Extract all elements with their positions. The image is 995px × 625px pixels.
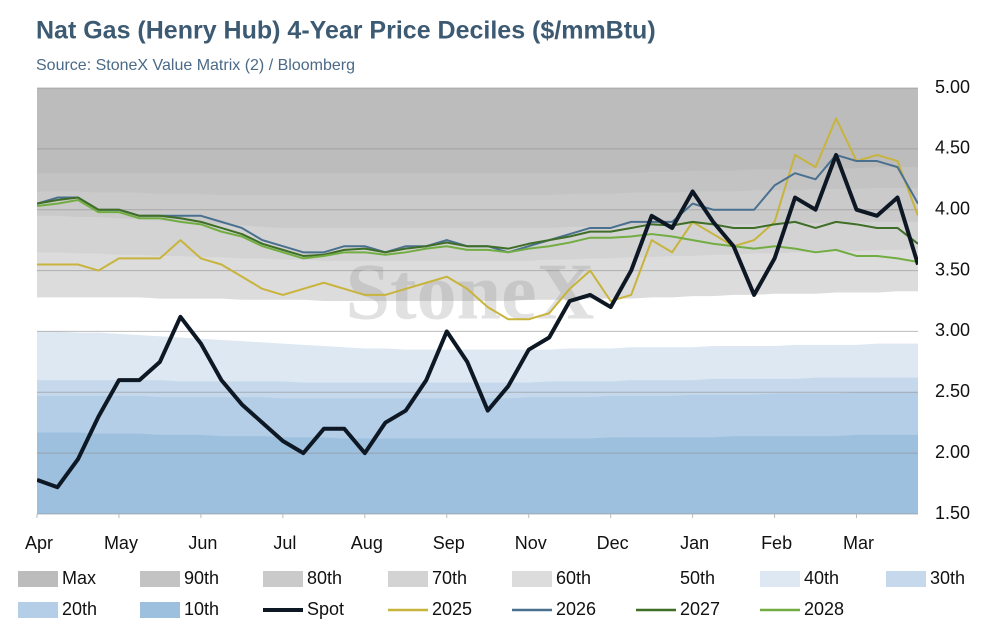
legend-label: 10th bbox=[184, 599, 219, 619]
legend-label: 50th bbox=[680, 568, 715, 588]
legend-swatch bbox=[760, 571, 800, 587]
x-tick-label: Mar bbox=[843, 533, 874, 553]
legend-label: 30th bbox=[930, 568, 965, 588]
y-tick-label: 2.50 bbox=[935, 381, 970, 401]
x-tick-label: Aug bbox=[351, 533, 383, 553]
legend-label: 2028 bbox=[804, 599, 844, 619]
x-tick-label: Dec bbox=[597, 533, 629, 553]
y-tick-label: 5.00 bbox=[935, 77, 970, 97]
x-tick-label: Sep bbox=[433, 533, 465, 553]
y-tick-label: 4.00 bbox=[935, 198, 970, 218]
series-line bbox=[37, 198, 918, 264]
x-tick-label: Apr bbox=[25, 533, 53, 553]
x-tick-label: Feb bbox=[761, 533, 792, 553]
legend-swatch bbox=[512, 571, 552, 587]
x-tick-label: Jun bbox=[188, 533, 217, 553]
chart-title: Nat Gas (Henry Hub) 4-Year Price Deciles… bbox=[36, 17, 656, 45]
legend-label: 80th bbox=[307, 568, 342, 588]
series-line bbox=[37, 196, 918, 257]
y-tick-label: 4.50 bbox=[935, 138, 970, 158]
legend-swatch bbox=[140, 571, 180, 587]
legend-label: 20th bbox=[62, 599, 97, 619]
legend-label: 90th bbox=[184, 568, 219, 588]
x-tick-label: Jul bbox=[273, 533, 296, 553]
chart-subtitle: Source: StoneX Value Matrix (2) / Bloomb… bbox=[36, 57, 355, 74]
legend-swatch bbox=[263, 571, 303, 587]
legend-label: 2026 bbox=[556, 599, 596, 619]
legend-label: Max bbox=[62, 568, 96, 588]
legend: Max 90th 80th 70th 60th 50th 40th 30th 20th 10th S… bbox=[18, 568, 965, 619]
legend-swatch bbox=[18, 571, 58, 587]
grid bbox=[37, 87, 918, 515]
y-tick-label: 1.50 bbox=[935, 503, 970, 523]
legend-swatch bbox=[18, 602, 58, 618]
axes: 1.50 2.00 2.50 3.00 3.50 4.00 4.50 5.00 Apr May Ju… bbox=[25, 77, 970, 553]
legend-swatch bbox=[140, 602, 180, 618]
y-tick-label: 3.50 bbox=[935, 259, 970, 279]
legend-swatch bbox=[886, 571, 926, 587]
legend-label: 70th bbox=[432, 568, 467, 588]
band-area bbox=[37, 432, 918, 514]
legend-label: Spot bbox=[307, 599, 344, 619]
x-tick-label: May bbox=[104, 533, 138, 553]
lines bbox=[37, 117, 918, 490]
legend-label: 2025 bbox=[432, 599, 472, 619]
x-tick-label: Nov bbox=[515, 533, 547, 553]
legend-swatch bbox=[388, 571, 428, 587]
y-tick-label: 3.00 bbox=[935, 320, 970, 340]
series-line bbox=[37, 152, 918, 490]
y-tick-label: 2.00 bbox=[935, 442, 970, 462]
x-tick-label: Jan bbox=[680, 533, 709, 553]
legend-label: 40th bbox=[804, 568, 839, 588]
legend-label: 60th bbox=[556, 568, 591, 588]
legend-swatch bbox=[636, 571, 676, 587]
legend-label: 2027 bbox=[680, 599, 720, 619]
